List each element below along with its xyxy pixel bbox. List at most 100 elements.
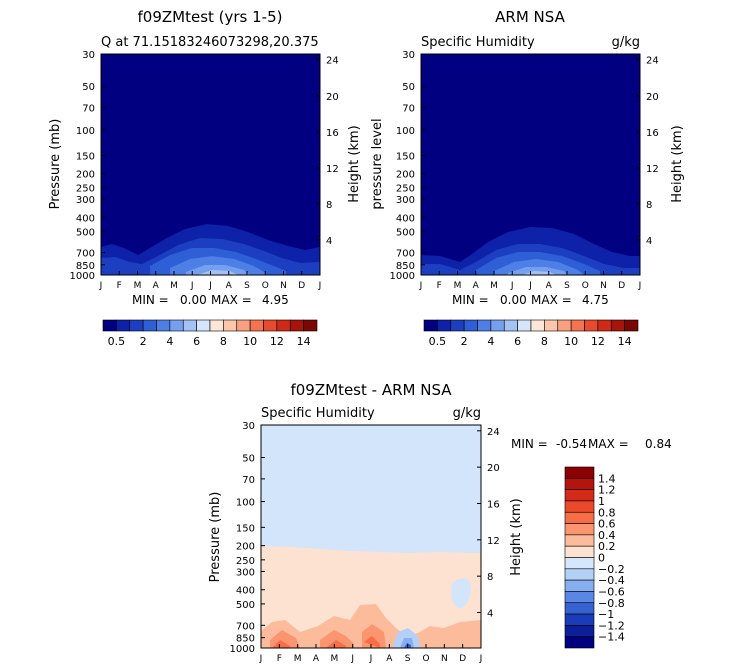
colorbar-swatch (463, 319, 478, 332)
colorbar-swatch (156, 319, 171, 332)
colorbar-swatch (503, 319, 518, 332)
colorbar-swatch (564, 636, 595, 649)
x-tick-label: J (99, 281, 103, 291)
colorbar-swatch (564, 523, 595, 536)
colorbar-swatch (564, 625, 595, 637)
colorbar-swatch (564, 557, 595, 570)
x-tick-label: A (153, 281, 160, 291)
y2-tick-label: 20 (487, 463, 500, 474)
colorbar-swatch (564, 478, 595, 490)
colorbar-label: −1.2 (598, 619, 625, 632)
colorbar-swatch (564, 534, 595, 547)
colorbar-swatch (263, 319, 278, 332)
panel-obs-max-label: MAX = (531, 293, 572, 307)
x-tick-label: M (294, 654, 302, 664)
y-tick-label: 500 (76, 227, 95, 238)
colorbar-swatch (450, 319, 465, 332)
colorbar-swatch (276, 319, 291, 332)
colorbar-swatch (223, 319, 238, 332)
x-tick-label: M (490, 281, 498, 291)
colorbar-label: 6 (514, 335, 521, 348)
y2-tick-label: 12 (646, 164, 659, 175)
colorbar-swatch (564, 500, 595, 513)
x-tick-label: O (582, 281, 589, 291)
colorbar-swatch (169, 319, 184, 332)
x-tick-label: A (313, 654, 320, 664)
y2-tick-label: 12 (487, 536, 500, 547)
panel-diff-y2axis: 24 20 16 12 8 4 (477, 427, 500, 619)
colorbar-label: 0.5 (429, 335, 447, 348)
colorbar-label: −0.2 (598, 563, 625, 576)
colorbar-swatch (564, 602, 595, 615)
colorbar-swatch (303, 319, 318, 332)
y-tick-label: 150 (76, 151, 95, 162)
colorbar-swatch (129, 319, 144, 332)
panel-obs-min-label: MIN = (452, 293, 489, 307)
panel-obs-subtitle: Specific Humidity (421, 35, 535, 50)
colorbar-label: 0.2 (598, 540, 616, 553)
colorbar-label: −0.6 (598, 585, 625, 598)
panel-obs-max-value: 4.75 (582, 293, 609, 307)
y2-tick-label: 24 (487, 427, 500, 438)
x-tick-label: F (117, 281, 122, 291)
colorbar-model: 0.5 2 4 6 8 10 12 14 (102, 319, 318, 348)
y-tick-label: 250 (396, 184, 415, 195)
colorbar-swatch (249, 319, 264, 332)
x-tick-label: M (454, 281, 462, 291)
y2-tick-label: 8 (646, 200, 652, 211)
colorbar-swatch (570, 319, 585, 332)
panel-diff: f09ZMtest - ARM NSA Specific Humidity g/… (208, 381, 672, 664)
colorbar-label: 1.2 (598, 484, 616, 497)
y-tick-label: 30 (82, 50, 95, 61)
colorbar-label: 2 (140, 335, 147, 348)
y-tick-label: 850 (76, 261, 95, 272)
colorbar-swatch (564, 579, 595, 592)
panel-model-y2axis: 24 20 16 12 8 4 (316, 56, 339, 247)
x-tick-label: O (422, 654, 429, 664)
y-tick-label: 50 (402, 82, 415, 93)
colorbar-label: 4 (487, 335, 494, 348)
y-tick-label: 700 (236, 621, 255, 632)
colorbar-label: −1 (598, 608, 614, 621)
colorbar-diff: 1.41.210.80.60.40.20−0.2−0.4−0.6−0.8−1−1… (564, 466, 625, 649)
panel-obs-ylabel: pressure level (370, 118, 385, 209)
y-tick-label: 500 (236, 600, 255, 611)
colorbar-swatch (564, 489, 595, 502)
y-tick-label: 200 (236, 542, 255, 553)
panel-diff-title: f09ZMtest - ARM NSA (290, 381, 452, 399)
panel-obs-title: ARM NSA (495, 8, 565, 26)
y-tick-label: 1000 (230, 644, 255, 655)
y2-tick-label: 16 (646, 128, 659, 139)
colorbar-label: 12 (270, 335, 284, 348)
panel-model-max-label: MAX = (211, 293, 252, 307)
x-tick-label: J (419, 281, 423, 291)
colorbar-swatch (544, 319, 559, 332)
colorbar-label: 2 (461, 335, 468, 348)
y-tick-label: 200 (76, 170, 95, 181)
y-tick-label: 300 (76, 195, 95, 206)
y-tick-label: 1000 (390, 271, 415, 282)
y-tick-label: 70 (82, 103, 95, 114)
panel-diff-min-label: MIN = (511, 437, 548, 451)
colorbar-label: 8 (541, 335, 548, 348)
y-tick-label: 150 (396, 151, 415, 162)
x-tick-label: F (437, 281, 442, 291)
colorbar-label: 4 (166, 335, 173, 348)
y-tick-label: 400 (236, 586, 255, 597)
x-tick-label: A (473, 281, 480, 291)
x-tick-label: A (546, 281, 553, 291)
y2-tick-label: 8 (487, 572, 493, 583)
colorbar-swatch (564, 568, 595, 581)
x-tick-label: J (318, 281, 322, 291)
panel-obs-field (421, 54, 640, 275)
y-tick-label: 500 (396, 227, 415, 238)
x-tick-label: A (386, 654, 393, 664)
colorbar-swatch (196, 319, 211, 332)
colorbar-label: −1.4 (598, 631, 625, 644)
colorbar-swatch (564, 466, 595, 479)
